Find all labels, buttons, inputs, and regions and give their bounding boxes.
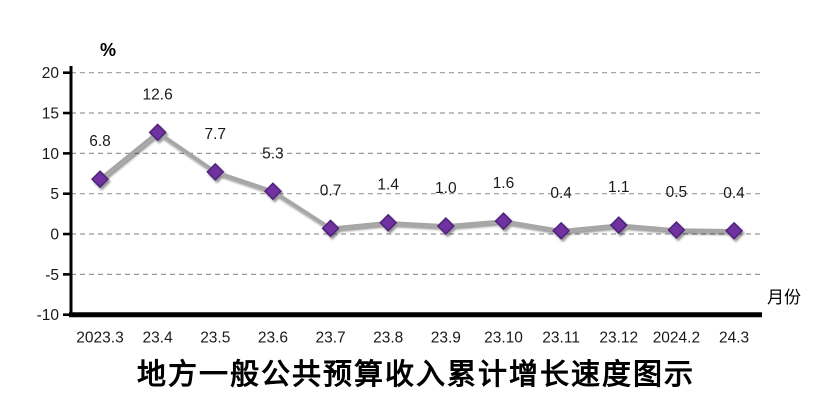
x-tick-label: 23.8: [373, 330, 403, 347]
x-axis-title: 月份: [767, 288, 801, 307]
y-tick-label: 10: [42, 146, 60, 163]
data-point-marker: [379, 213, 398, 232]
data-point-label: 1.6: [493, 175, 515, 192]
x-axis: 2023.3 23.4 23.5 23.6 23.7 23.8 23.9 23.10 23.11…: [69, 312, 762, 347]
data-point-label: 7.7: [204, 126, 226, 143]
data-point-label: 1.4: [377, 177, 399, 194]
chart-title: 地方一般公共预算收入累计增长速度图示: [137, 357, 695, 391]
x-tick-label: 23.6: [258, 330, 288, 347]
series-line: [98, 130, 736, 233]
data-point-marker: [667, 221, 686, 239]
data-point-label: 0.7: [320, 182, 342, 199]
data-point-label: 1.1: [608, 179, 630, 196]
y-tick-label: 0: [50, 227, 59, 244]
x-tick-label: 23.11: [542, 330, 580, 347]
y-axis: 20 15 10 5 0 -5 -10: [37, 65, 73, 324]
x-tick-label: 24.3: [719, 330, 749, 347]
data-point-marker: [91, 170, 109, 189]
data-point-marker: [148, 123, 167, 142]
x-tick-label: 2024.2: [653, 330, 700, 347]
data-labels: 6.8 12.6 7.7 5.3 0.7 1.4 1.0 1.6 0.4 1.1 0.5 0.4: [89, 86, 745, 201]
y-tick-label: 5: [50, 186, 59, 203]
y-tick-label: 20: [42, 65, 60, 82]
y-tick-label: -10: [37, 307, 60, 324]
data-point-marker: [609, 216, 628, 235]
data-point-label: 0.4: [723, 185, 745, 202]
x-tick-label: 2023.3: [76, 330, 123, 347]
x-tick-label: 23.10: [484, 330, 523, 347]
data-point-marker: [494, 212, 513, 231]
y-tick-label: -5: [45, 267, 59, 284]
data-point-marker: [725, 221, 744, 240]
gridlines: [71, 72, 762, 275]
data-series: [91, 123, 744, 240]
y-axis-unit-label: %: [100, 40, 116, 60]
data-point-label: 6.8: [89, 133, 111, 150]
data-point-label: 5.3: [262, 145, 284, 162]
data-point-marker: [552, 221, 571, 240]
data-point-marker: [263, 182, 282, 201]
x-tick-label: 23.5: [200, 330, 230, 347]
x-tick-label: 23.4: [143, 330, 174, 347]
x-tick-label: 23.7: [315, 330, 345, 347]
data-point-label: 12.6: [143, 86, 173, 103]
data-point-marker: [321, 219, 340, 238]
x-tick-label: 23.12: [599, 330, 638, 347]
data-point-marker: [206, 162, 225, 181]
data-point-label: 0.4: [550, 185, 572, 202]
data-point-label: 1.0: [435, 180, 457, 197]
x-tick-label: 23.9: [431, 330, 461, 347]
data-point-marker: [436, 216, 455, 235]
data-point-label: 0.5: [666, 184, 688, 201]
y-tick-label: 15: [42, 106, 59, 123]
